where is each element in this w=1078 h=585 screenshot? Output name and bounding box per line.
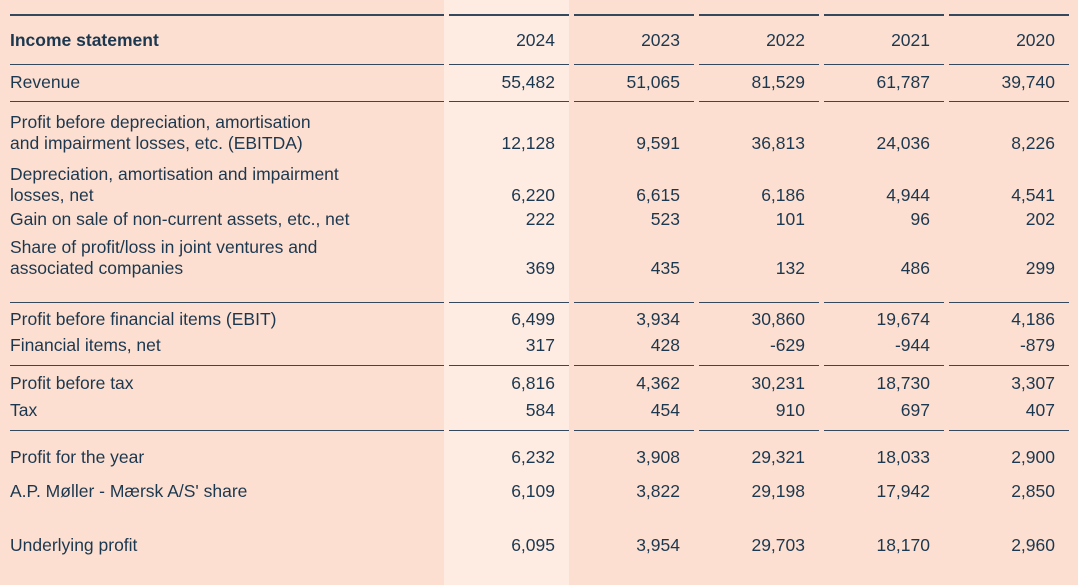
row-label: Tax bbox=[10, 400, 38, 420]
cell-value: 6,499 bbox=[449, 302, 569, 330]
row-label: Profit before depreciation, amortisation… bbox=[10, 101, 444, 158]
cell-value: 12,128 bbox=[449, 101, 569, 158]
cell-value: 29,703 bbox=[751, 535, 805, 555]
cell-value: 454 bbox=[650, 400, 680, 420]
cell-value: 30,231 bbox=[699, 365, 819, 394]
cell-value: 81,529 bbox=[699, 64, 819, 101]
table-row-profit-for-the-year: Profit for the year 6,232 3,908 29,321 1… bbox=[10, 430, 1069, 468]
cell-value: 428 bbox=[650, 335, 680, 355]
table-row-profit-before-tax: Profit before tax 6,816 4,362 30,231 18,… bbox=[10, 365, 1069, 394]
cell-value: 18,730 bbox=[824, 365, 944, 394]
cell-value: 697 bbox=[900, 400, 930, 420]
cell-value: 51,065 bbox=[574, 64, 694, 101]
cell-value: 369 bbox=[525, 258, 555, 278]
table-row-revenue: Revenue 55,482 51,065 81,529 61,787 39,7… bbox=[10, 64, 1069, 101]
row-label: Underlying profit bbox=[10, 535, 138, 555]
cell-value: 6,816 bbox=[449, 365, 569, 394]
cell-value: 486 bbox=[900, 258, 930, 278]
cell-value: 2,960 bbox=[1011, 535, 1055, 555]
table-row-ebitda: Profit before depreciation, amortisation… bbox=[10, 101, 1069, 158]
table-row-share-of-profit: Share of profit/loss in joint ventures a… bbox=[10, 230, 1069, 302]
cell-value: 8,226 bbox=[949, 101, 1069, 158]
row-label: Gain on sale of non-current assets, etc.… bbox=[10, 209, 350, 229]
cell-value: 202 bbox=[1025, 209, 1055, 229]
cell-value: 18,170 bbox=[876, 535, 930, 555]
row-label: Share of profit/loss in joint ventures a… bbox=[10, 237, 318, 278]
cell-value: 30,860 bbox=[699, 302, 819, 330]
table-header-row: Income statement 2024 2023 2022 2021 202… bbox=[10, 14, 1069, 64]
year-header-2020: 2020 bbox=[949, 14, 1069, 64]
row-label: Revenue bbox=[10, 64, 444, 101]
row-label: A.P. Møller - Mærsk A/S' share bbox=[10, 481, 248, 501]
cell-value: -944 bbox=[894, 335, 930, 355]
cell-value: 132 bbox=[775, 258, 805, 278]
cell-value: 17,942 bbox=[876, 481, 930, 501]
highlight-column-2024 bbox=[444, 0, 569, 585]
table-row-underlying-profit: Underlying profit 6,095 3,954 29,703 18,… bbox=[10, 502, 1069, 556]
year-header-2021: 2021 bbox=[824, 14, 944, 64]
table-row-tax: Tax 584 454 910 697 407 bbox=[10, 394, 1069, 430]
cell-value: 2,850 bbox=[1011, 481, 1055, 501]
cell-value: 910 bbox=[775, 400, 805, 420]
cell-value: 4,541 bbox=[1011, 185, 1055, 205]
cell-value: 299 bbox=[1025, 258, 1055, 278]
income-statement-table: Income statement 2024 2023 2022 2021 202… bbox=[5, 14, 1074, 556]
cell-value: 435 bbox=[650, 258, 680, 278]
cell-value: -629 bbox=[769, 335, 805, 355]
cell-value: 3,822 bbox=[636, 481, 680, 501]
cell-value: 101 bbox=[775, 209, 805, 229]
cell-value: 4,362 bbox=[574, 365, 694, 394]
cell-value: 222 bbox=[525, 209, 555, 229]
cell-value: 407 bbox=[1025, 400, 1055, 420]
cell-value: 3,954 bbox=[636, 535, 680, 555]
row-label: Profit before financial items (EBIT) bbox=[10, 302, 444, 330]
cell-value: 18,033 bbox=[824, 430, 944, 468]
cell-value: 24,036 bbox=[824, 101, 944, 158]
row-label: Financial items, net bbox=[10, 335, 161, 355]
cell-value: 6,186 bbox=[761, 185, 805, 205]
cell-value: 3,307 bbox=[949, 365, 1069, 394]
cell-value: 29,198 bbox=[751, 481, 805, 501]
cell-value: 3,908 bbox=[574, 430, 694, 468]
cell-value: 2,900 bbox=[949, 430, 1069, 468]
cell-value: 6,109 bbox=[511, 481, 555, 501]
table-title: Income statement bbox=[10, 14, 444, 64]
year-header-2022: 2022 bbox=[699, 14, 819, 64]
year-header-2024: 2024 bbox=[449, 14, 569, 64]
table-row-depreciation: Depreciation, amortisation and impairmen… bbox=[10, 158, 1069, 206]
cell-value: 9,591 bbox=[574, 101, 694, 158]
cell-value: 19,674 bbox=[824, 302, 944, 330]
row-label: Profit for the year bbox=[10, 430, 444, 468]
cell-value: 61,787 bbox=[824, 64, 944, 101]
row-label: Profit before tax bbox=[10, 365, 444, 394]
cell-value: 3,934 bbox=[574, 302, 694, 330]
cell-value: 6,220 bbox=[511, 185, 555, 205]
table-row-financial-items: Financial items, net 317 428 -629 -944 -… bbox=[10, 330, 1069, 365]
cell-value: -879 bbox=[1019, 335, 1055, 355]
cell-value: 55,482 bbox=[449, 64, 569, 101]
year-header-2023: 2023 bbox=[574, 14, 694, 64]
cell-value: 96 bbox=[910, 209, 930, 229]
cell-value: 4,186 bbox=[949, 302, 1069, 330]
cell-value: 36,813 bbox=[699, 101, 819, 158]
table-row-ebit: Profit before financial items (EBIT) 6,4… bbox=[10, 302, 1069, 330]
row-label: Depreciation, amortisation and impairmen… bbox=[10, 164, 339, 205]
cell-value: 317 bbox=[525, 335, 555, 355]
cell-value: 39,740 bbox=[949, 64, 1069, 101]
table-row-gain-on-sale: Gain on sale of non-current assets, etc.… bbox=[10, 206, 1069, 230]
cell-value: 584 bbox=[525, 400, 555, 420]
cell-value: 6,232 bbox=[449, 430, 569, 468]
cell-value: 6,615 bbox=[636, 185, 680, 205]
cell-value: 523 bbox=[650, 209, 680, 229]
cell-value: 6,095 bbox=[511, 535, 555, 555]
table-row-apmoller-maersk-share: A.P. Møller - Mærsk A/S' share 6,109 3,8… bbox=[10, 468, 1069, 502]
cell-value: 4,944 bbox=[886, 185, 930, 205]
cell-value: 29,321 bbox=[699, 430, 819, 468]
